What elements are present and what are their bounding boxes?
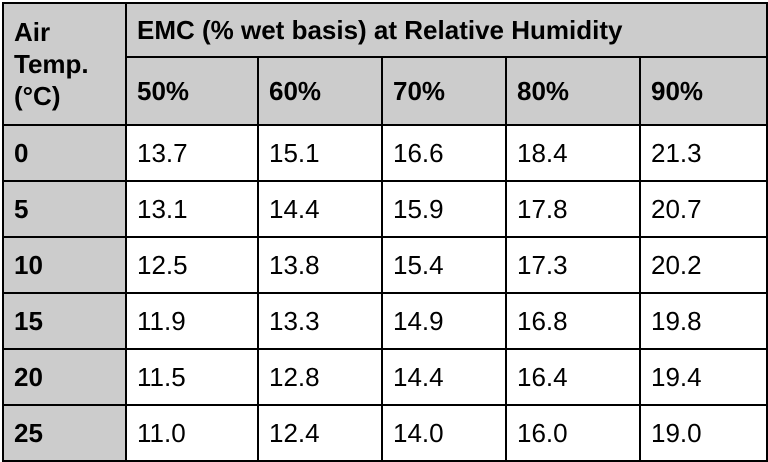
table-cell: 16.4	[505, 348, 641, 406]
table-cell: 17.8	[505, 180, 641, 238]
table-cell: 13.8	[257, 236, 383, 294]
row-header-temp: 20	[2, 348, 127, 406]
table-cell: 19.8	[638, 292, 768, 350]
table-cell: 16.0	[505, 404, 641, 462]
table-cell: 13.3	[257, 292, 383, 350]
corner-line-3: (°C)	[14, 81, 61, 111]
table-cell: 14.0	[381, 404, 507, 462]
corner-header-air-temp: Air Temp. (°C)	[2, 2, 127, 126]
table-row: 20 11.5 12.8 14.4 16.4 19.4	[2, 348, 768, 406]
row-header-temp: 10	[2, 236, 127, 294]
table-row: 10 12.5 13.8 15.4 17.3 20.2	[2, 236, 768, 294]
corner-line-2: Temp.	[14, 49, 89, 79]
table-cell: 15.4	[381, 236, 507, 294]
table-cell: 12.8	[257, 348, 383, 406]
table-cell: 13.1	[125, 180, 259, 238]
table-cell: 20.7	[638, 180, 768, 238]
table-cell: 18.4	[505, 124, 641, 182]
group-header-emc: EMC (% wet basis) at Relative Humidity	[124, 2, 768, 58]
table-cell: 17.3	[505, 236, 641, 294]
table-row: 15 11.9 13.3 14.9 16.8 19.8	[2, 292, 768, 350]
table-cell: 13.7	[125, 124, 259, 182]
table-row: 5 13.1 14.4 15.9 17.8 20.7	[2, 180, 768, 238]
column-header-rh-80: 80%	[505, 56, 641, 126]
row-header-temp: 15	[2, 292, 127, 350]
table-cell: 21.3	[638, 124, 768, 182]
table-cell: 19.4	[638, 348, 768, 406]
table-cell: 12.5	[125, 236, 259, 294]
row-header-temp: 25	[2, 404, 127, 462]
row-header-temp: 5	[2, 180, 127, 238]
table-row: 0 13.7 15.1 16.6 18.4 21.3	[2, 124, 768, 182]
column-header-rh-60: 60%	[257, 56, 383, 126]
column-header-rh-90: 90%	[638, 56, 768, 126]
column-header-rh-50: 50%	[125, 56, 259, 126]
column-header-rh-70: 70%	[381, 56, 507, 126]
corner-line-1: Air	[14, 17, 51, 47]
table-cell: 11.5	[125, 348, 259, 406]
table-row: 25 11.0 12.4 14.0 16.0 19.0	[2, 404, 768, 462]
table-cell: 11.0	[125, 404, 259, 462]
table-cell: 15.1	[257, 124, 383, 182]
table-cell: 16.6	[381, 124, 507, 182]
row-header-temp: 0	[2, 124, 127, 182]
table-cell: 12.4	[257, 404, 383, 462]
table-cell: 15.9	[381, 180, 507, 238]
table-cell: 14.4	[381, 348, 507, 406]
table-cell: 20.2	[638, 236, 768, 294]
table-cell: 14.9	[381, 292, 507, 350]
table-cell: 16.8	[505, 292, 641, 350]
table-cell: 14.4	[257, 180, 383, 238]
table-cell: 11.9	[125, 292, 259, 350]
table-cell: 19.0	[638, 404, 768, 462]
